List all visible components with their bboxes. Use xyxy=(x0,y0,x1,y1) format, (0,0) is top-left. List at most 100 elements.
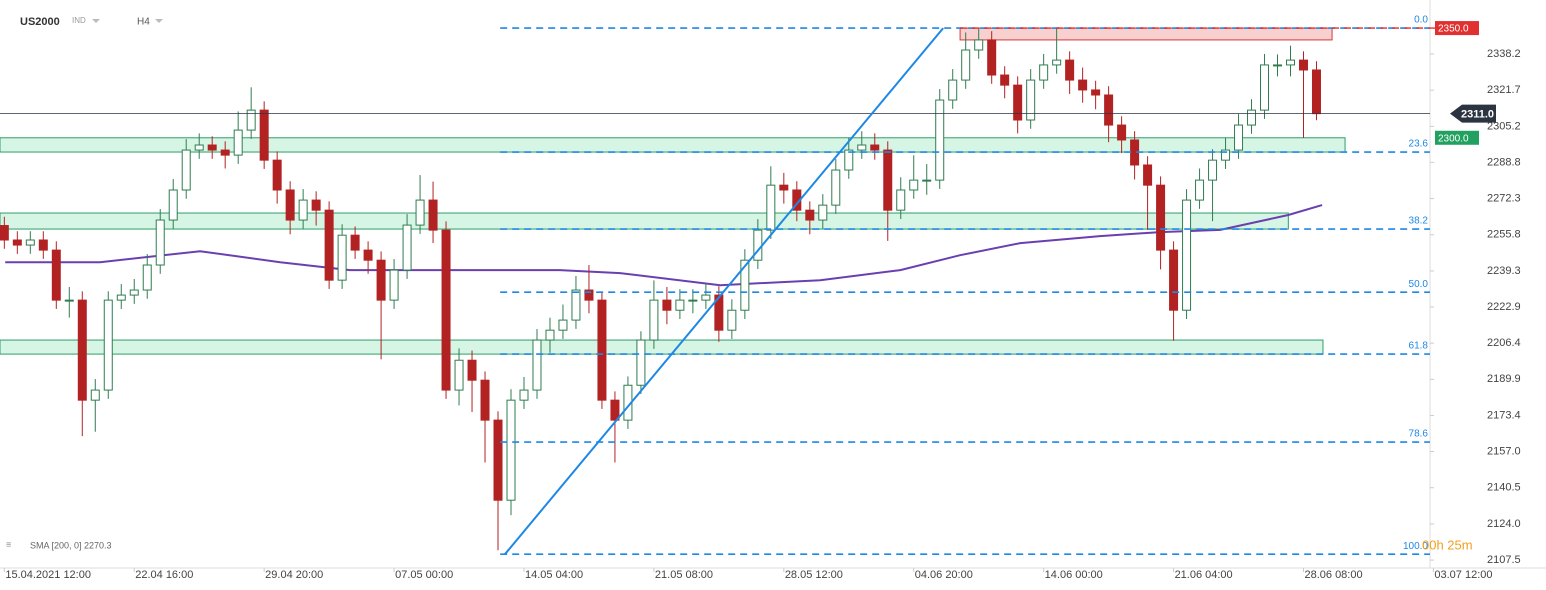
sma-line xyxy=(5,204,1323,287)
y-tick-label: 2206.4 xyxy=(1487,337,1521,349)
y-tick-label: 2173.4 xyxy=(1487,409,1521,421)
x-tick-label: 14.05 04:00 xyxy=(525,569,583,581)
candle-body xyxy=(1039,64,1049,81)
y-tick-label: 2239.3 xyxy=(1487,265,1521,277)
x-tick-label: 28.05 12:00 xyxy=(785,569,843,581)
x-tick-label: 14.06 00:00 xyxy=(1045,569,1103,581)
candle-body xyxy=(142,264,152,291)
candle-body xyxy=(1117,124,1127,141)
y-tick-label: 2140.5 xyxy=(1487,482,1521,494)
y-tick-label: 2157.0 xyxy=(1487,445,1521,457)
candle-body xyxy=(909,179,919,191)
candle-body xyxy=(1182,199,1192,311)
candle-body xyxy=(766,184,776,231)
candle-body xyxy=(285,189,295,221)
x-tick-label: 21.05 08:00 xyxy=(655,569,713,581)
candle-body xyxy=(1208,159,1218,181)
y-tick-label: 2255.8 xyxy=(1487,229,1521,241)
price-badge-label: 2300.0 xyxy=(1438,133,1469,144)
candle-body xyxy=(441,229,451,391)
candle-body xyxy=(129,289,139,296)
candle-body xyxy=(220,149,230,156)
y-tick-label: 2107.5 xyxy=(1487,554,1521,566)
candle-body xyxy=(25,239,35,246)
candle-body xyxy=(558,319,568,331)
candle-body xyxy=(506,399,516,501)
timeframe[interactable]: H4 xyxy=(137,17,150,28)
candle-body xyxy=(688,299,698,302)
candle-body xyxy=(714,294,724,331)
candle-body xyxy=(675,299,685,311)
candle-body xyxy=(532,339,542,391)
candle-body xyxy=(584,289,594,301)
x-tick-label: 07.05 00:00 xyxy=(395,569,453,581)
indicator-icon[interactable]: ≡ xyxy=(6,539,11,549)
y-tick-label: 2124.0 xyxy=(1487,518,1521,530)
candle-body xyxy=(1311,69,1321,115)
candle-body xyxy=(883,149,893,211)
candle-body xyxy=(207,144,217,151)
candle-body xyxy=(0,225,9,241)
price-badge xyxy=(1435,130,1479,145)
x-tick-label: 21.06 04:00 xyxy=(1175,569,1233,581)
candle-body xyxy=(415,199,425,226)
candle-body xyxy=(389,269,399,301)
candle-body xyxy=(1104,94,1114,126)
fib-level-label: 61.8 xyxy=(1409,341,1429,352)
market: IND xyxy=(72,16,86,25)
candle-body xyxy=(1143,164,1153,186)
y-tick-label: 2222.9 xyxy=(1487,301,1521,313)
candle-body xyxy=(454,359,464,391)
candle-body xyxy=(181,149,191,191)
y-tick-label: 2338.2 xyxy=(1487,48,1521,60)
candle-body xyxy=(935,99,945,181)
candle-body xyxy=(740,259,750,311)
symbol[interactable]: US2000 xyxy=(20,16,60,28)
candle-body xyxy=(1052,59,1062,66)
candle-body xyxy=(805,209,815,221)
candle-body xyxy=(844,149,854,171)
y-tick-label: 2272.3 xyxy=(1487,192,1521,204)
candle-body xyxy=(961,49,971,81)
candle-body xyxy=(51,249,61,301)
candle-body xyxy=(1195,179,1205,201)
candle-body xyxy=(272,159,282,191)
candle-body xyxy=(1247,109,1257,126)
candle-body xyxy=(1260,64,1270,111)
candle-body xyxy=(896,189,906,211)
candle-body xyxy=(402,224,412,271)
candle-body xyxy=(116,294,126,301)
candle-body xyxy=(467,359,477,381)
candle-body xyxy=(701,294,711,301)
candle-body xyxy=(428,199,438,231)
x-tick-label: 15.04.2021 12:00 xyxy=(5,569,91,581)
candle-body xyxy=(12,239,22,246)
candle-body xyxy=(636,339,646,386)
dropdown-caret[interactable] xyxy=(155,19,163,23)
price-badge xyxy=(1450,104,1496,123)
price-badge-label: 2311.0 xyxy=(1461,109,1494,121)
candle-body xyxy=(1026,79,1036,121)
zone xyxy=(0,212,1289,230)
candle-body xyxy=(337,234,347,281)
candle-body xyxy=(1234,124,1244,151)
x-tick-label: 29.04 20:00 xyxy=(265,569,323,581)
plot-area xyxy=(0,27,1346,551)
dropdown-caret[interactable] xyxy=(92,19,100,23)
candle-body xyxy=(922,179,932,182)
candle-body xyxy=(610,399,620,421)
candle-body xyxy=(1013,84,1023,121)
candle-body xyxy=(1065,59,1075,81)
candle-body xyxy=(779,184,789,191)
fib-level-label: 78.6 xyxy=(1409,429,1429,440)
candle-body xyxy=(1156,184,1166,251)
candle-body xyxy=(168,189,178,221)
candle-body xyxy=(376,259,386,301)
candle-body xyxy=(818,204,828,221)
candle-body xyxy=(350,234,360,251)
candle-body xyxy=(727,309,737,331)
candle-body xyxy=(493,419,503,501)
candle-body xyxy=(597,299,607,401)
candle-body xyxy=(38,239,48,251)
y-tick-label: 2305.2 xyxy=(1487,120,1521,132)
